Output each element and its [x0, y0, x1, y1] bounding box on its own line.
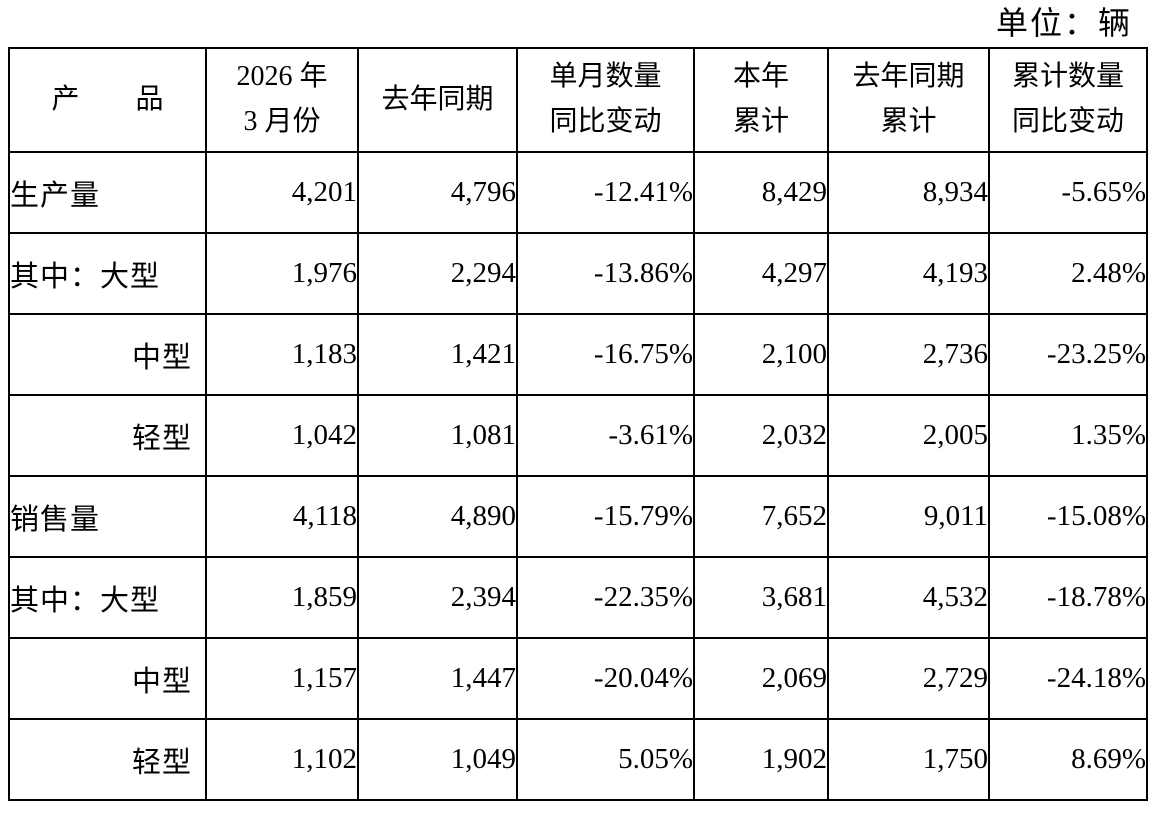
table-cell: 1.35%: [988, 394, 1148, 478]
table-cell: 1,447: [357, 637, 518, 721]
table-row-sales-medium: 中型 1,157 1,447 -20.04% 2,069 2,729 -24.1…: [8, 637, 1148, 721]
table-row-sales-light: 轻型 1,102 1,049 5.05% 1,902 1,750 8.69%: [8, 718, 1148, 802]
table-cell: -15.08%: [988, 475, 1148, 559]
table-cell: -24.18%: [988, 637, 1148, 721]
table-cell: 2,736: [827, 313, 990, 397]
table-row-production-medium: 中型 1,183 1,421 -16.75% 2,100 2,736 -23.2…: [8, 313, 1148, 397]
table-cell: 4,118: [205, 475, 359, 559]
table-cell: 1,042: [205, 394, 359, 478]
header-cumulative-yoy-change: 累计数量 同比变动: [988, 47, 1148, 154]
table-cell: 4,297: [693, 232, 829, 316]
row-label: 生产量: [8, 151, 207, 235]
table-cell: 1,157: [205, 637, 359, 721]
row-label: 销售量: [8, 475, 207, 559]
table-cell: 3,681: [693, 556, 829, 640]
row-label: 中型: [8, 313, 207, 397]
row-label: 其中：大型: [8, 556, 207, 640]
table-cell: 1,859: [205, 556, 359, 640]
table-cell: 1,976: [205, 232, 359, 316]
table-cell: 4,532: [827, 556, 990, 640]
row-label: 中型: [8, 637, 207, 721]
table-cell: 1,421: [357, 313, 518, 397]
header-monthly-yoy-change: 单月数量 同比变动: [516, 47, 695, 154]
header-product: 产 品: [8, 47, 207, 154]
header-ytd-cumulative: 本年 累计: [693, 47, 829, 154]
table-cell: -20.04%: [516, 637, 695, 721]
table-cell: 2.48%: [988, 232, 1148, 316]
table-cell: 8,429: [693, 151, 829, 235]
unit-label: 单位：辆: [995, 5, 1132, 41]
table-cell: -22.35%: [516, 556, 695, 640]
table-cell: 2,294: [357, 232, 518, 316]
row-label: 轻型: [8, 718, 207, 802]
table-cell: -13.86%: [516, 232, 695, 316]
table-row-sales-large: 其中：大型 1,859 2,394 -22.35% 3,681 4,532 -1…: [8, 556, 1148, 640]
table-cell: 2,032: [693, 394, 829, 478]
header-last-year-same-period: 去年同期: [357, 47, 518, 154]
table-cell: -3.61%: [516, 394, 695, 478]
table-cell: 2,729: [827, 637, 990, 721]
table-row-sales: 销售量 4,118 4,890 -15.79% 7,652 9,011 -15.…: [8, 475, 1148, 559]
table-cell: 2,069: [693, 637, 829, 721]
table-cell: 1,902: [693, 718, 829, 802]
table-cell: 2,394: [357, 556, 518, 640]
table-cell: 2,100: [693, 313, 829, 397]
table-header-row: 产 品 2026 年 3 月份 去年同期 单月数量 同比变动 本年 累计 去年同…: [8, 47, 1148, 154]
table-cell: -5.65%: [988, 151, 1148, 235]
table-cell: 4,796: [357, 151, 518, 235]
table-row-production-light: 轻型 1,042 1,081 -3.61% 2,032 2,005 1.35%: [8, 394, 1148, 478]
row-label: 轻型: [8, 394, 207, 478]
table-cell: 1,081: [357, 394, 518, 478]
table-cell: 1,102: [205, 718, 359, 802]
table-cell: 2,005: [827, 394, 990, 478]
table-cell: -15.79%: [516, 475, 695, 559]
row-label: 其中：大型: [8, 232, 207, 316]
table-cell: -23.25%: [988, 313, 1148, 397]
table-row-production-large: 其中：大型 1,976 2,294 -13.86% 4,297 4,193 2.…: [8, 232, 1148, 316]
table-cell: 9,011: [827, 475, 990, 559]
table-row-production: 生产量 4,201 4,796 -12.41% 8,429 8,934 -5.6…: [8, 151, 1148, 235]
table-cell: 8.69%: [988, 718, 1148, 802]
table-cell: -18.78%: [988, 556, 1148, 640]
table-cell: 4,201: [205, 151, 359, 235]
production-sales-table: 产 品 2026 年 3 月份 去年同期 单月数量 同比变动 本年 累计 去年同…: [8, 47, 1148, 802]
header-last-year-cumulative: 去年同期 累计: [827, 47, 990, 154]
table-cell: -16.75%: [516, 313, 695, 397]
table-cell: 7,652: [693, 475, 829, 559]
table-cell: 1,049: [357, 718, 518, 802]
table-cell: 5.05%: [516, 718, 695, 802]
table-cell: 8,934: [827, 151, 990, 235]
table-cell: 4,193: [827, 232, 990, 316]
header-current-month: 2026 年 3 月份: [205, 47, 359, 154]
table-cell: -12.41%: [516, 151, 695, 235]
table-cell: 1,183: [205, 313, 359, 397]
table-cell: 4,890: [357, 475, 518, 559]
table-cell: 1,750: [827, 718, 990, 802]
